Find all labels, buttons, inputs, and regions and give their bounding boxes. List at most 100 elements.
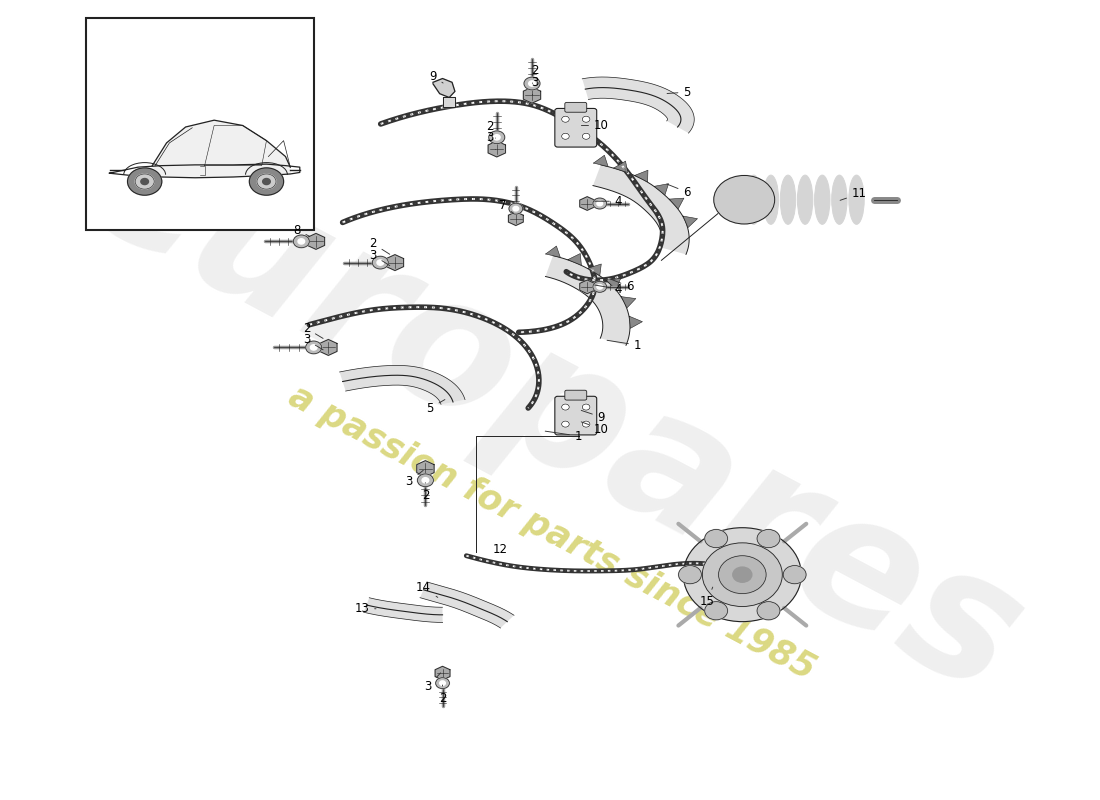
Ellipse shape: [832, 175, 847, 224]
Text: 4: 4: [595, 194, 623, 208]
Polygon shape: [635, 170, 648, 182]
Circle shape: [562, 116, 569, 122]
Polygon shape: [386, 254, 404, 270]
Polygon shape: [420, 582, 514, 628]
Circle shape: [757, 530, 780, 548]
Polygon shape: [417, 461, 434, 477]
Polygon shape: [320, 339, 337, 355]
Circle shape: [582, 134, 590, 139]
Circle shape: [683, 528, 801, 622]
Polygon shape: [580, 280, 595, 294]
FancyBboxPatch shape: [564, 102, 586, 112]
Text: 1: 1: [607, 338, 641, 352]
Polygon shape: [442, 98, 455, 107]
Polygon shape: [307, 234, 324, 250]
Polygon shape: [152, 120, 290, 178]
Circle shape: [562, 404, 569, 410]
FancyBboxPatch shape: [554, 396, 596, 435]
Ellipse shape: [815, 175, 830, 224]
Ellipse shape: [849, 175, 865, 224]
Circle shape: [372, 256, 388, 269]
Text: 3: 3: [531, 76, 539, 94]
Circle shape: [702, 543, 782, 606]
Text: 3: 3: [425, 673, 441, 693]
Polygon shape: [508, 212, 524, 226]
Text: 2: 2: [439, 685, 447, 705]
Circle shape: [733, 567, 751, 582]
Text: 10: 10: [581, 422, 609, 436]
Text: 1: 1: [546, 430, 582, 442]
Circle shape: [250, 168, 284, 195]
Circle shape: [509, 203, 522, 214]
Text: 9: 9: [429, 70, 443, 83]
Text: 3: 3: [302, 334, 323, 350]
Text: 14: 14: [416, 581, 438, 598]
Polygon shape: [433, 78, 455, 98]
Circle shape: [440, 681, 446, 686]
Circle shape: [679, 566, 702, 584]
Circle shape: [141, 178, 149, 185]
Circle shape: [128, 168, 162, 195]
Polygon shape: [683, 216, 697, 228]
Text: 2: 2: [531, 65, 539, 83]
Text: 2: 2: [370, 237, 389, 254]
Text: 2: 2: [302, 322, 323, 338]
Text: 15: 15: [700, 587, 715, 608]
Ellipse shape: [780, 175, 795, 224]
Circle shape: [422, 478, 429, 483]
Polygon shape: [587, 264, 602, 276]
Polygon shape: [524, 87, 541, 103]
Circle shape: [298, 238, 305, 244]
Polygon shape: [110, 164, 300, 178]
Polygon shape: [340, 366, 465, 404]
Polygon shape: [364, 598, 442, 622]
Ellipse shape: [763, 175, 779, 224]
Text: 3: 3: [370, 249, 389, 266]
Circle shape: [582, 116, 590, 122]
Circle shape: [562, 421, 569, 427]
Circle shape: [488, 131, 505, 144]
Circle shape: [593, 198, 606, 209]
Polygon shape: [614, 161, 628, 173]
Polygon shape: [654, 184, 669, 195]
Text: 11: 11: [840, 187, 867, 200]
Polygon shape: [546, 246, 560, 258]
Bar: [86, 18, 315, 230]
Circle shape: [294, 235, 309, 248]
Circle shape: [582, 404, 590, 410]
Text: 4: 4: [595, 282, 623, 296]
Text: 2: 2: [486, 120, 496, 138]
Circle shape: [524, 77, 540, 90]
Circle shape: [417, 474, 433, 486]
Circle shape: [306, 341, 321, 354]
Circle shape: [597, 285, 603, 289]
Text: 12: 12: [493, 543, 508, 563]
Circle shape: [783, 566, 806, 584]
Polygon shape: [546, 256, 630, 346]
Text: 10: 10: [582, 119, 609, 132]
Polygon shape: [606, 278, 620, 290]
Circle shape: [597, 202, 603, 206]
Polygon shape: [621, 297, 636, 308]
Circle shape: [593, 282, 606, 292]
Text: europares: europares: [54, 91, 1049, 732]
Text: 6: 6: [667, 184, 691, 198]
Circle shape: [705, 530, 727, 548]
Circle shape: [513, 206, 519, 211]
Circle shape: [377, 260, 384, 266]
Polygon shape: [594, 155, 608, 166]
Text: 3: 3: [486, 131, 496, 150]
Text: 5: 5: [667, 86, 691, 98]
Polygon shape: [669, 198, 684, 209]
Circle shape: [582, 421, 590, 427]
Text: a passion for parts since 1985: a passion for parts since 1985: [283, 379, 821, 686]
Text: 13: 13: [354, 602, 376, 615]
Polygon shape: [582, 77, 694, 133]
Circle shape: [705, 602, 727, 620]
Text: 7: 7: [498, 198, 514, 214]
Circle shape: [757, 602, 780, 620]
Text: 9: 9: [581, 410, 605, 424]
Circle shape: [135, 174, 154, 189]
Ellipse shape: [798, 175, 813, 224]
Circle shape: [257, 174, 276, 189]
